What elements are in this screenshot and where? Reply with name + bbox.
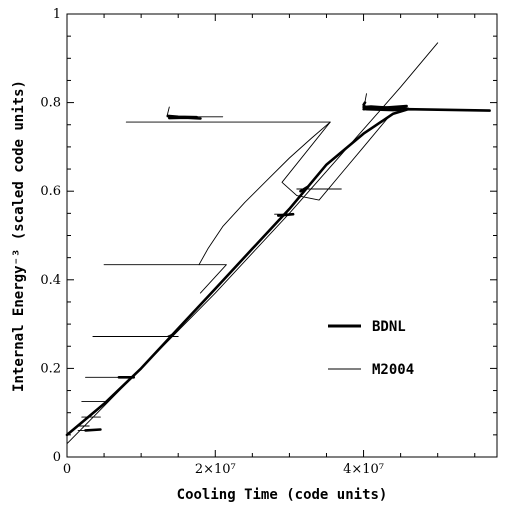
legend: BDNL M2004 xyxy=(328,319,414,378)
series-bdnl-segment xyxy=(166,114,198,119)
y-tick-label: 1 xyxy=(53,7,61,22)
tick-labels: 0 2×10⁷ 4×10⁷ 0 0.2 0.4 0.6 0.8 1 xyxy=(40,7,384,477)
series-bdnl-segment xyxy=(276,212,295,217)
y-axis-title: Internal Energy⁻³ (scaled code units) xyxy=(11,80,27,392)
x-tick-label: 2×10⁷ xyxy=(195,462,236,477)
legend-label-m2004: M2004 xyxy=(372,362,414,378)
series-m2004-segment xyxy=(198,121,331,266)
x-tick-label: 4×10⁷ xyxy=(343,462,384,477)
series-m2004-segment xyxy=(166,106,170,117)
series-m2004-segment xyxy=(103,264,227,294)
x-tick-label: 0 xyxy=(63,462,71,477)
series-bdnl-segment xyxy=(362,104,408,111)
series-bdnl-segment xyxy=(65,107,491,437)
axis-ticks xyxy=(66,13,497,458)
y-tick-label: 0.8 xyxy=(40,96,61,111)
plot-area xyxy=(66,13,498,458)
y-tick-label: 0.4 xyxy=(40,273,61,288)
y-tick-label: 0.2 xyxy=(40,361,61,376)
y-tick-label: 0 xyxy=(53,450,61,465)
series-m2004-segment xyxy=(125,115,390,201)
y-tick-label: 0.6 xyxy=(40,184,61,199)
x-axis-title: Cooling Time (code units) xyxy=(177,487,388,503)
series-bdnl-segment xyxy=(299,185,310,193)
series-layer xyxy=(65,42,491,445)
legend-label-bdnl: BDNL xyxy=(372,319,406,335)
series-bdnl-segment xyxy=(84,428,102,432)
series-bdnl xyxy=(65,101,491,437)
